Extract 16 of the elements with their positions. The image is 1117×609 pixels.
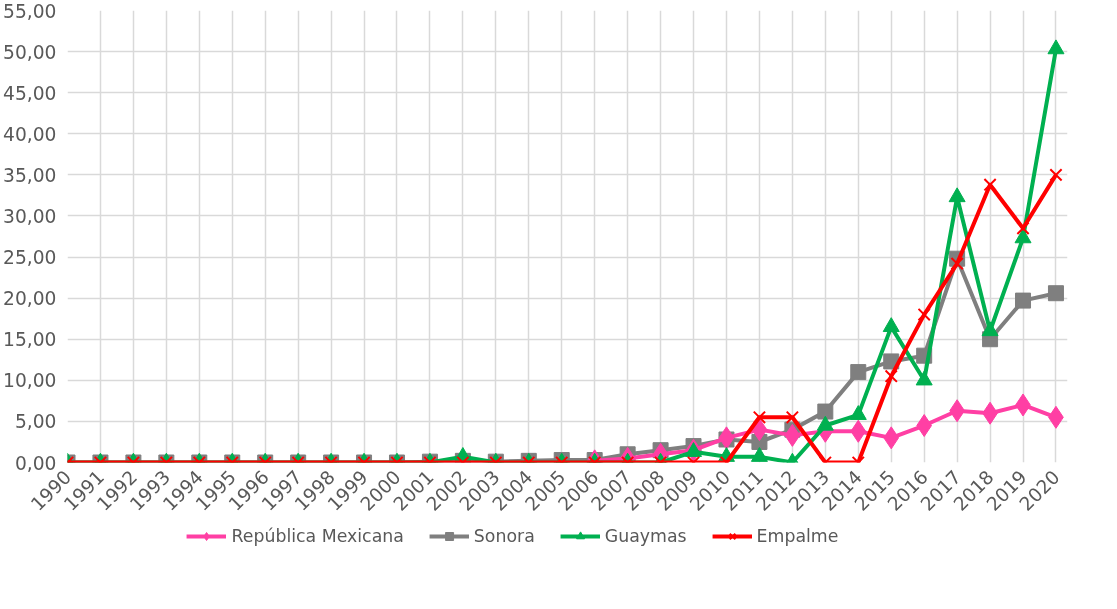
legend-label: República Mexicana (231, 526, 404, 546)
y-tick-label: 30,00 (3, 205, 57, 227)
y-tick-label: 25,00 (3, 247, 57, 269)
y-tick-label: 55,00 (3, 0, 57, 22)
y-tick-label: 15,00 (3, 329, 57, 351)
y-tick-label: 10,00 (3, 370, 57, 392)
legend-label: Empalme (756, 526, 839, 546)
y-tick-label: 0,00 (14, 452, 57, 474)
legend-label: Guaymas (604, 526, 687, 546)
y-tick-label: 35,00 (3, 164, 57, 186)
y-tick-label: 40,00 (3, 123, 57, 145)
y-tick-label: 50,00 (3, 41, 57, 63)
y-tick-label: 20,00 (3, 288, 57, 310)
legend-label: Sonora (473, 526, 535, 546)
y-tick-label: 5,00 (14, 411, 57, 433)
y-tick-label: 45,00 (3, 82, 57, 104)
